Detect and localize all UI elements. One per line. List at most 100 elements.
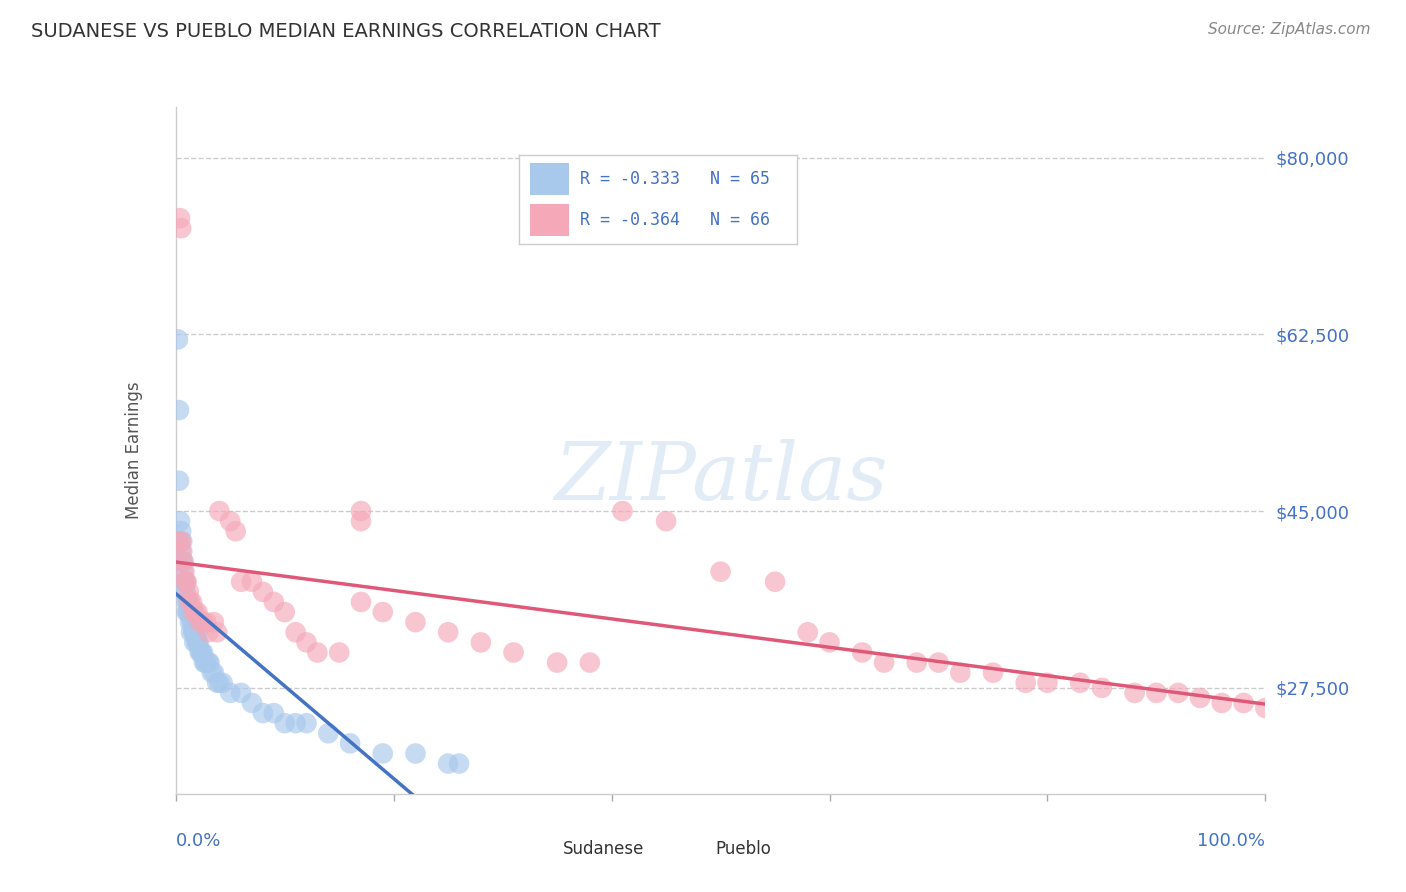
Point	[167, 332, 190, 346]
Point	[502, 645, 524, 659]
FancyBboxPatch shape	[530, 204, 569, 236]
Text: R = -0.364   N = 66: R = -0.364 N = 66	[581, 211, 770, 229]
Point	[188, 615, 211, 630]
Point	[177, 595, 200, 609]
Point	[181, 625, 204, 640]
Point	[252, 585, 274, 599]
Point	[177, 605, 200, 619]
Point	[179, 615, 201, 630]
Point	[470, 635, 492, 649]
Point	[447, 756, 470, 771]
Point	[211, 675, 233, 690]
Point	[1091, 681, 1114, 695]
Point	[172, 555, 194, 569]
Text: SUDANESE VS PUEBLO MEDIAN EARNINGS CORRELATION CHART: SUDANESE VS PUEBLO MEDIAN EARNINGS CORRE…	[31, 22, 661, 41]
Point	[197, 656, 219, 670]
Point	[181, 605, 204, 619]
Point	[263, 706, 285, 720]
Point	[181, 615, 204, 630]
Text: Source: ZipAtlas.com: Source: ZipAtlas.com	[1208, 22, 1371, 37]
Point	[201, 665, 224, 680]
Point	[181, 615, 204, 630]
Point	[170, 221, 193, 235]
Point	[219, 686, 242, 700]
Point	[193, 656, 215, 670]
Point	[208, 675, 231, 690]
Text: R = -0.333   N = 65: R = -0.333 N = 65	[581, 170, 770, 188]
Point	[177, 585, 200, 599]
Text: ZIPatlas: ZIPatlas	[554, 439, 887, 516]
Point	[405, 747, 427, 761]
Point	[181, 595, 204, 609]
Point	[174, 585, 197, 599]
Point	[1036, 675, 1059, 690]
Point	[231, 574, 253, 589]
Point	[202, 665, 225, 680]
Point	[350, 504, 373, 518]
Point	[949, 665, 972, 680]
Point	[191, 645, 214, 659]
Point	[851, 645, 873, 659]
Point	[170, 534, 193, 549]
Point	[202, 615, 225, 630]
Point	[176, 605, 198, 619]
Text: 0.0%: 0.0%	[176, 831, 221, 850]
Point	[274, 716, 297, 731]
Point	[295, 716, 318, 731]
Point	[186, 625, 209, 640]
Point	[252, 706, 274, 720]
Point	[167, 534, 190, 549]
Point	[307, 645, 329, 659]
Point	[205, 625, 228, 640]
Point	[169, 534, 191, 549]
Point	[546, 656, 568, 670]
Point	[191, 615, 214, 630]
Point	[167, 474, 190, 488]
Point	[1167, 686, 1189, 700]
Point	[339, 736, 361, 750]
Point	[371, 605, 394, 619]
Point	[231, 686, 253, 700]
Point	[295, 635, 318, 649]
Point	[1232, 696, 1256, 710]
Point	[1211, 696, 1233, 710]
Point	[173, 565, 195, 579]
Point	[170, 555, 193, 569]
FancyBboxPatch shape	[530, 163, 569, 195]
Point	[263, 595, 285, 609]
Text: 100.0%: 100.0%	[1198, 831, 1265, 850]
Point	[184, 605, 207, 619]
Point	[225, 524, 247, 539]
Point	[176, 574, 198, 589]
Point	[180, 625, 202, 640]
Point	[873, 656, 896, 670]
Point	[177, 605, 200, 619]
Point	[1144, 686, 1167, 700]
Point	[172, 544, 194, 558]
Point	[796, 625, 818, 640]
Point	[437, 625, 460, 640]
Point	[240, 574, 263, 589]
Point	[1123, 686, 1146, 700]
Point	[905, 656, 928, 670]
Point	[181, 605, 204, 619]
Point	[184, 625, 207, 640]
Point	[350, 514, 373, 528]
Point	[240, 696, 263, 710]
Text: Sudanese: Sudanese	[562, 840, 644, 858]
Point	[172, 555, 194, 569]
Point	[180, 605, 202, 619]
Point	[405, 615, 427, 630]
Point	[205, 675, 228, 690]
Point	[179, 605, 201, 619]
Point	[1254, 701, 1277, 715]
Point	[187, 635, 209, 649]
Point	[579, 656, 602, 670]
Point	[1069, 675, 1091, 690]
Point	[197, 625, 219, 640]
Point	[763, 574, 786, 589]
Point	[169, 514, 191, 528]
Point	[173, 574, 195, 589]
Point	[818, 635, 841, 649]
Point	[194, 656, 217, 670]
